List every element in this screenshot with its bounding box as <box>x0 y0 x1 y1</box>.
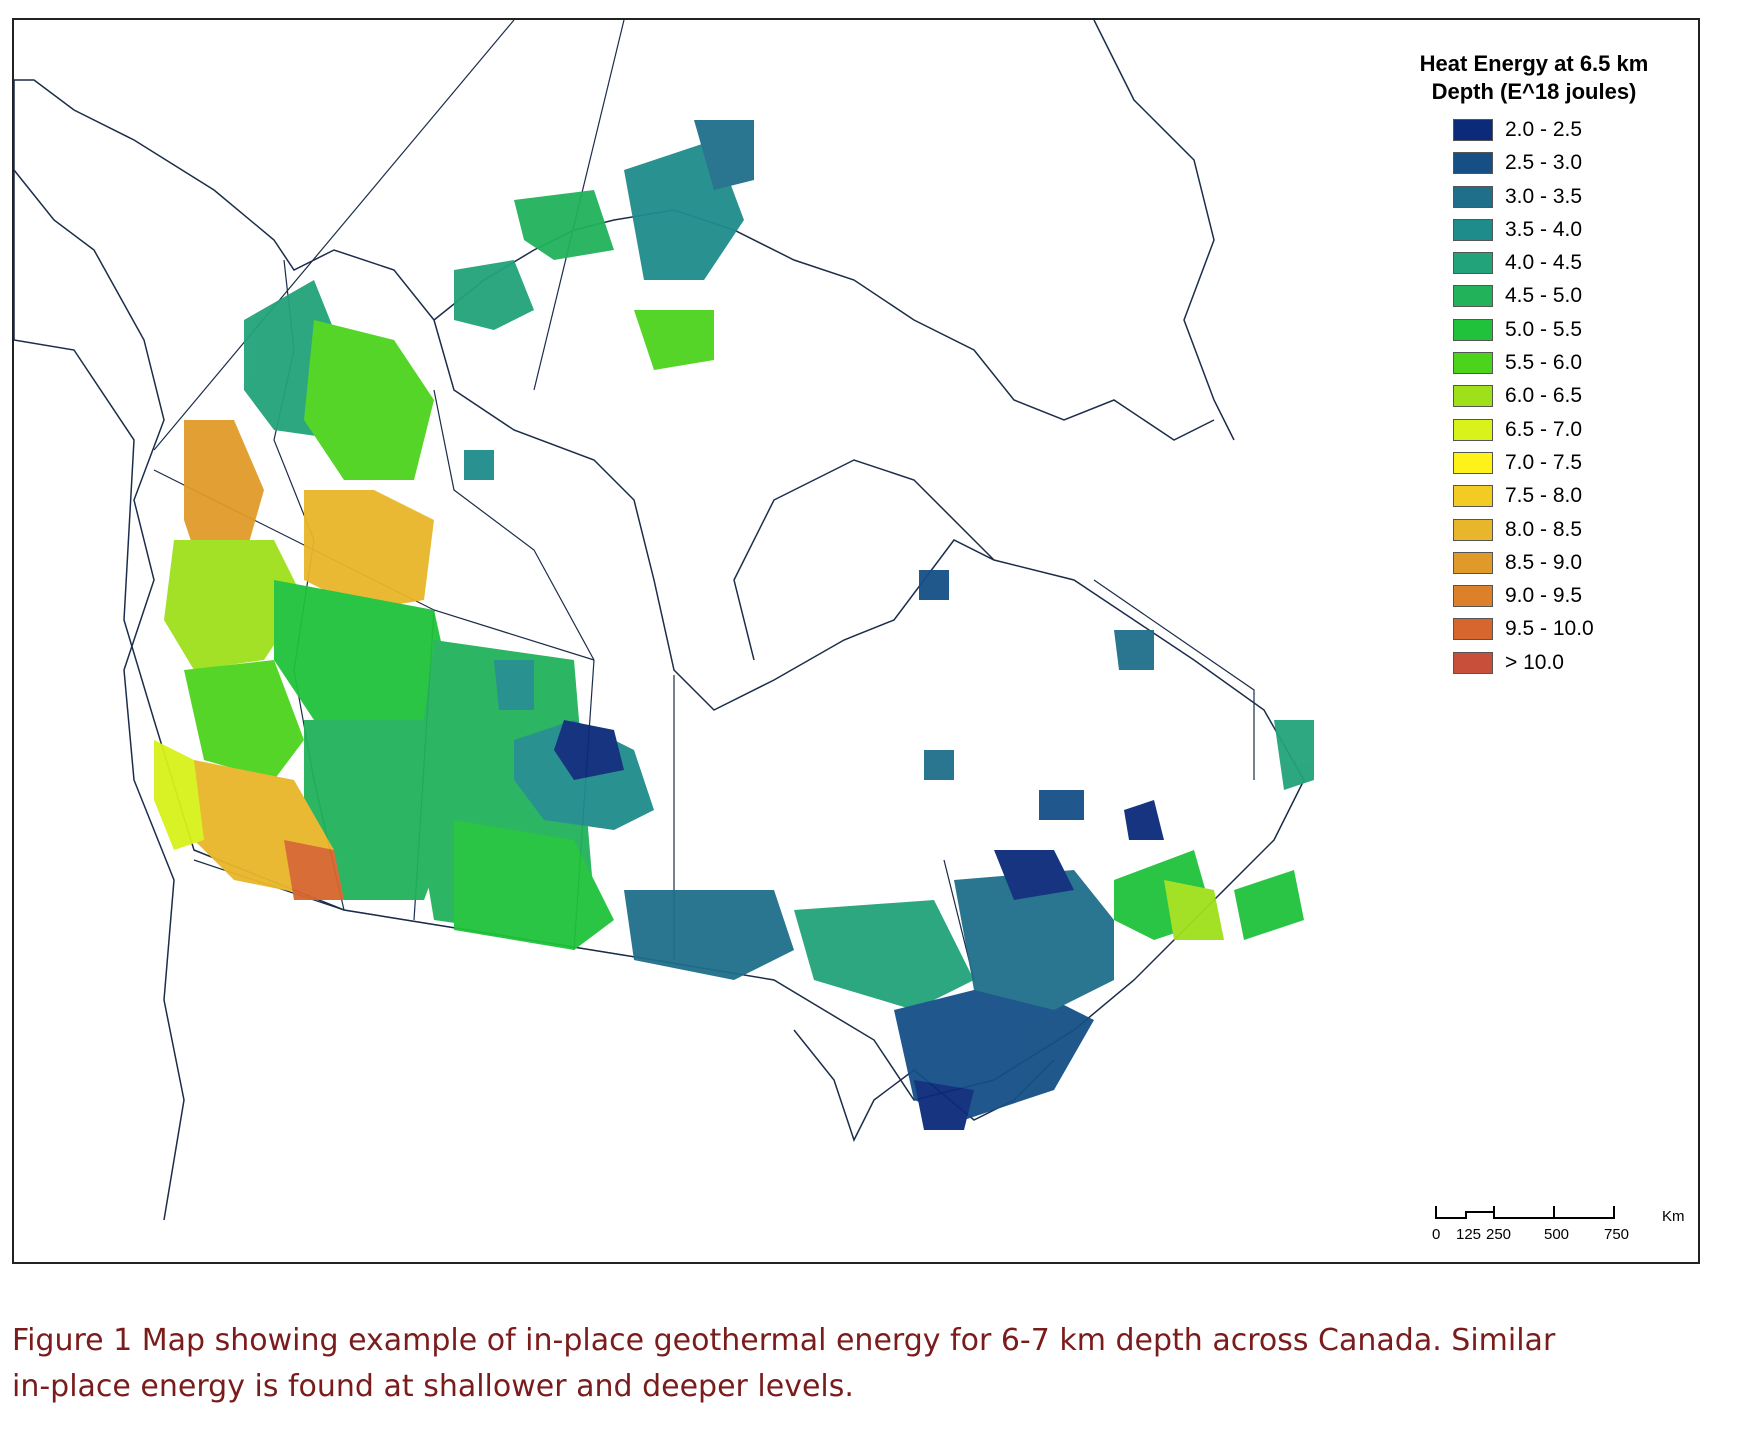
legend-label: 8.5 - 9.0 <box>1505 550 1583 574</box>
zone-bc-mid <box>184 660 304 780</box>
legend-swatch <box>1453 152 1493 175</box>
caption-line1: Figure 1 Map showing example of in-place… <box>12 1323 1556 1358</box>
zone-nova-scotia <box>1234 870 1304 940</box>
boundary-nu-nwt <box>433 389 595 661</box>
legend-label: 9.0 - 9.5 <box>1505 584 1583 608</box>
legend-swatch <box>1453 518 1493 541</box>
legend-label: 6.0 - 6.5 <box>1505 384 1583 408</box>
zone-labrador <box>1114 630 1154 670</box>
scalebar-tick-750: 750 <box>1604 1226 1630 1243</box>
zone-quebec-west <box>924 750 954 780</box>
legend-swatch <box>1453 585 1493 608</box>
legend-swatch <box>1453 285 1493 308</box>
legend-swatch <box>1453 119 1493 141</box>
zone-bc-southeast <box>284 840 344 900</box>
zone-arctic-islands-ne <box>694 120 754 190</box>
legend-swatch <box>1453 651 1493 674</box>
zone-ontario-tip <box>914 1080 974 1130</box>
zone-quebec-core <box>994 850 1074 900</box>
legend-label: 7.5 - 8.0 <box>1505 484 1583 508</box>
zone-alberta-mid <box>304 720 454 900</box>
legend-swatch <box>1453 318 1493 341</box>
legend-label: 6.5 - 7.0 <box>1505 417 1583 441</box>
scalebar-unit: Km <box>1662 1208 1685 1225</box>
boundary-polar-1 <box>153 20 515 451</box>
boundary-qc-lab <box>1093 579 1255 780</box>
legend-label: 2.0 - 2.5 <box>1505 118 1583 141</box>
alaska-coast <box>14 169 185 1221</box>
zone-newfoundland <box>1274 720 1314 790</box>
zone-hudson-east <box>919 570 949 600</box>
zone-ontario-central <box>794 900 974 1010</box>
scalebar: Km 0 125 250 500 750 <box>1432 1198 1685 1258</box>
zone-great-slave <box>304 490 434 610</box>
legend-swatch <box>1453 352 1493 375</box>
legend-label: 9.5 - 10.0 <box>1505 617 1594 641</box>
zone-arctic-islands-west <box>454 260 534 330</box>
zone-arctic-islands-south <box>634 310 714 370</box>
legend-label: > 10.0 <box>1505 650 1564 674</box>
caption-line2: in-place energy is found at shallower an… <box>12 1369 854 1404</box>
greenland-coast <box>1093 20 1235 441</box>
zone-anticosti <box>1124 800 1164 840</box>
legend-label: 3.0 - 3.5 <box>1505 184 1583 208</box>
figure-caption: Figure 1 Map showing example of in-place… <box>12 1318 1742 1410</box>
zone-nwt-west <box>304 320 434 480</box>
scalebar-tick-125: 125 <box>1456 1226 1482 1243</box>
legend-swatch <box>1453 418 1493 441</box>
legend-swatch <box>1453 451 1493 474</box>
legend-label: 5.0 - 5.5 <box>1505 317 1583 341</box>
zone-maritimes <box>1164 880 1224 940</box>
zone-nwt-mid <box>464 450 494 480</box>
energy-zones <box>154 120 1314 1130</box>
legend-swatch <box>1453 485 1493 508</box>
zone-quebec-south <box>954 870 1114 1010</box>
zone-manitoba-north <box>494 660 534 710</box>
scalebar-tick-500: 500 <box>1544 1226 1570 1243</box>
legend-label: 7.0 - 7.5 <box>1505 450 1583 474</box>
zone-bc-coast <box>154 740 204 850</box>
legend-swatch <box>1453 252 1493 275</box>
legend-swatch <box>1453 218 1493 241</box>
legend-swatch <box>1453 618 1493 641</box>
zone-quebec-mid <box>1039 790 1084 820</box>
canada-energy-map <box>14 20 1314 1221</box>
scalebar-tick-0: 0 <box>1432 1226 1441 1243</box>
zone-alberta-north <box>274 580 454 740</box>
legend-swatch <box>1453 185 1493 208</box>
legend-label: 4.0 - 4.5 <box>1505 251 1583 275</box>
zone-arctic-islands-mid <box>514 190 614 260</box>
legend-label: 5.5 - 6.0 <box>1505 351 1583 375</box>
legend: Heat Energy at 6.5 km Depth (E^18 joules… <box>1374 50 1694 674</box>
legend-label: 2.5 - 3.0 <box>1505 151 1583 175</box>
legend-label: 3.5 - 4.0 <box>1505 217 1583 241</box>
scalebar-graphic <box>1435 1206 1615 1219</box>
zone-manitoba-core <box>554 720 624 780</box>
legend-title-line2: Depth (E^18 joules) <box>1431 79 1637 104</box>
zone-ontario-west <box>624 890 794 980</box>
scalebar-tick-250: 250 <box>1486 1226 1512 1243</box>
legend-label: 8.0 - 8.5 <box>1505 517 1583 541</box>
legend-label: 4.5 - 5.0 <box>1505 284 1583 308</box>
hudson-bay-coast <box>733 459 995 661</box>
zone-bc-north <box>164 540 304 670</box>
legend-swatch <box>1453 385 1493 408</box>
zone-sask-south <box>454 820 614 950</box>
legend-title: Heat Energy at 6.5 km Depth (E^18 joules… <box>1374 50 1694 106</box>
map-frame: Heat Energy at 6.5 km Depth (E^18 joules… <box>12 18 1700 1264</box>
legend-title-line1: Heat Energy at 6.5 km <box>1419 51 1649 76</box>
legend-swatch <box>1453 551 1493 574</box>
